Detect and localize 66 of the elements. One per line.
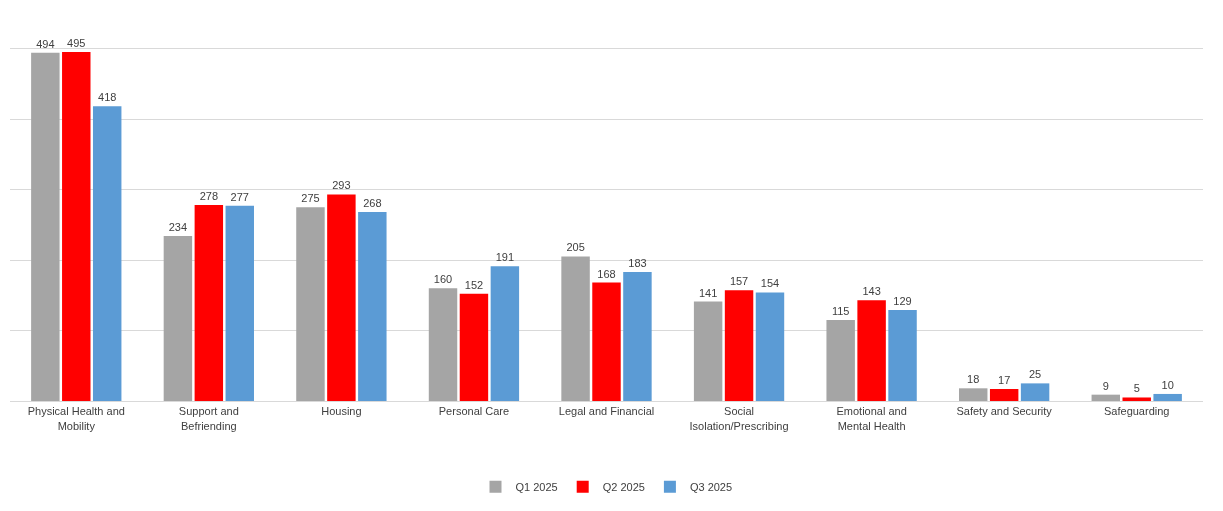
legend-label: Q3 2025 bbox=[689, 480, 733, 493]
data-label: 234 bbox=[168, 221, 188, 234]
data-label: 160 bbox=[433, 273, 453, 286]
data-label: 183 bbox=[628, 256, 647, 269]
bar bbox=[826, 319, 855, 401]
bar bbox=[693, 301, 723, 401]
bar bbox=[225, 205, 254, 401]
bar bbox=[755, 292, 785, 401]
data-label: 115 bbox=[831, 304, 850, 317]
data-label: 275 bbox=[301, 192, 320, 205]
bar bbox=[888, 310, 917, 401]
data-label: 143 bbox=[862, 285, 881, 298]
x-tick-label: Emotional and Mental Health bbox=[836, 405, 907, 432]
data-label: 152 bbox=[464, 278, 484, 291]
bar bbox=[1153, 393, 1182, 401]
bar bbox=[1091, 394, 1121, 401]
data-label: 129 bbox=[893, 295, 912, 308]
bar bbox=[857, 300, 886, 401]
x-tick-label: Physical Health and Mobility bbox=[27, 405, 125, 432]
data-label: 10 bbox=[1161, 378, 1174, 391]
bar bbox=[459, 293, 489, 401]
bar bbox=[561, 256, 590, 401]
data-label: 278 bbox=[199, 190, 219, 203]
bar bbox=[1122, 397, 1151, 401]
bar bbox=[92, 106, 122, 401]
data-label: 5 bbox=[1133, 382, 1140, 395]
bar bbox=[724, 290, 754, 401]
bar bbox=[194, 205, 224, 401]
legend-label: Q2 2025 bbox=[602, 480, 645, 493]
bar bbox=[327, 194, 356, 401]
bar bbox=[592, 282, 621, 401]
data-label: 25 bbox=[1028, 368, 1042, 381]
data-label: 494 bbox=[36, 37, 55, 50]
x-tick-label: Social Isolation/Prescribing bbox=[689, 405, 789, 432]
data-label: 277 bbox=[230, 190, 249, 203]
data-label: 18 bbox=[967, 373, 980, 386]
x-tick-label: Support and Befriending bbox=[178, 405, 239, 432]
data-label: 205 bbox=[566, 241, 585, 254]
data-label: 418 bbox=[98, 91, 117, 104]
data-label: 268 bbox=[363, 197, 382, 210]
bar bbox=[31, 52, 60, 401]
x-tick-label: Safeguarding bbox=[1103, 405, 1170, 418]
data-label: 495 bbox=[67, 37, 86, 50]
bar bbox=[358, 212, 387, 401]
data-label: 154 bbox=[760, 277, 780, 290]
bar bbox=[1020, 383, 1050, 401]
bar bbox=[428, 288, 458, 401]
bar bbox=[989, 389, 1019, 401]
data-label: 141 bbox=[698, 286, 718, 299]
bar bbox=[490, 266, 520, 401]
bar bbox=[623, 271, 652, 401]
data-label: 191 bbox=[495, 251, 515, 264]
data-label: 168 bbox=[597, 267, 616, 280]
bar bbox=[296, 207, 325, 401]
data-label: 17 bbox=[998, 374, 1011, 387]
data-label: 157 bbox=[729, 275, 749, 288]
bar bbox=[959, 388, 988, 401]
data-label: 9 bbox=[1102, 379, 1109, 392]
bar bbox=[163, 236, 193, 401]
x-tick-label: Housing bbox=[321, 405, 362, 418]
bar bbox=[62, 52, 91, 401]
x-tick-label: Personal Care bbox=[438, 405, 510, 418]
data-label: 293 bbox=[332, 179, 351, 192]
x-tick-label: Legal and Financial bbox=[558, 405, 655, 418]
legend-label: Q1 2025 bbox=[515, 480, 558, 493]
x-tick-label: Safety and Security bbox=[956, 405, 1053, 418]
